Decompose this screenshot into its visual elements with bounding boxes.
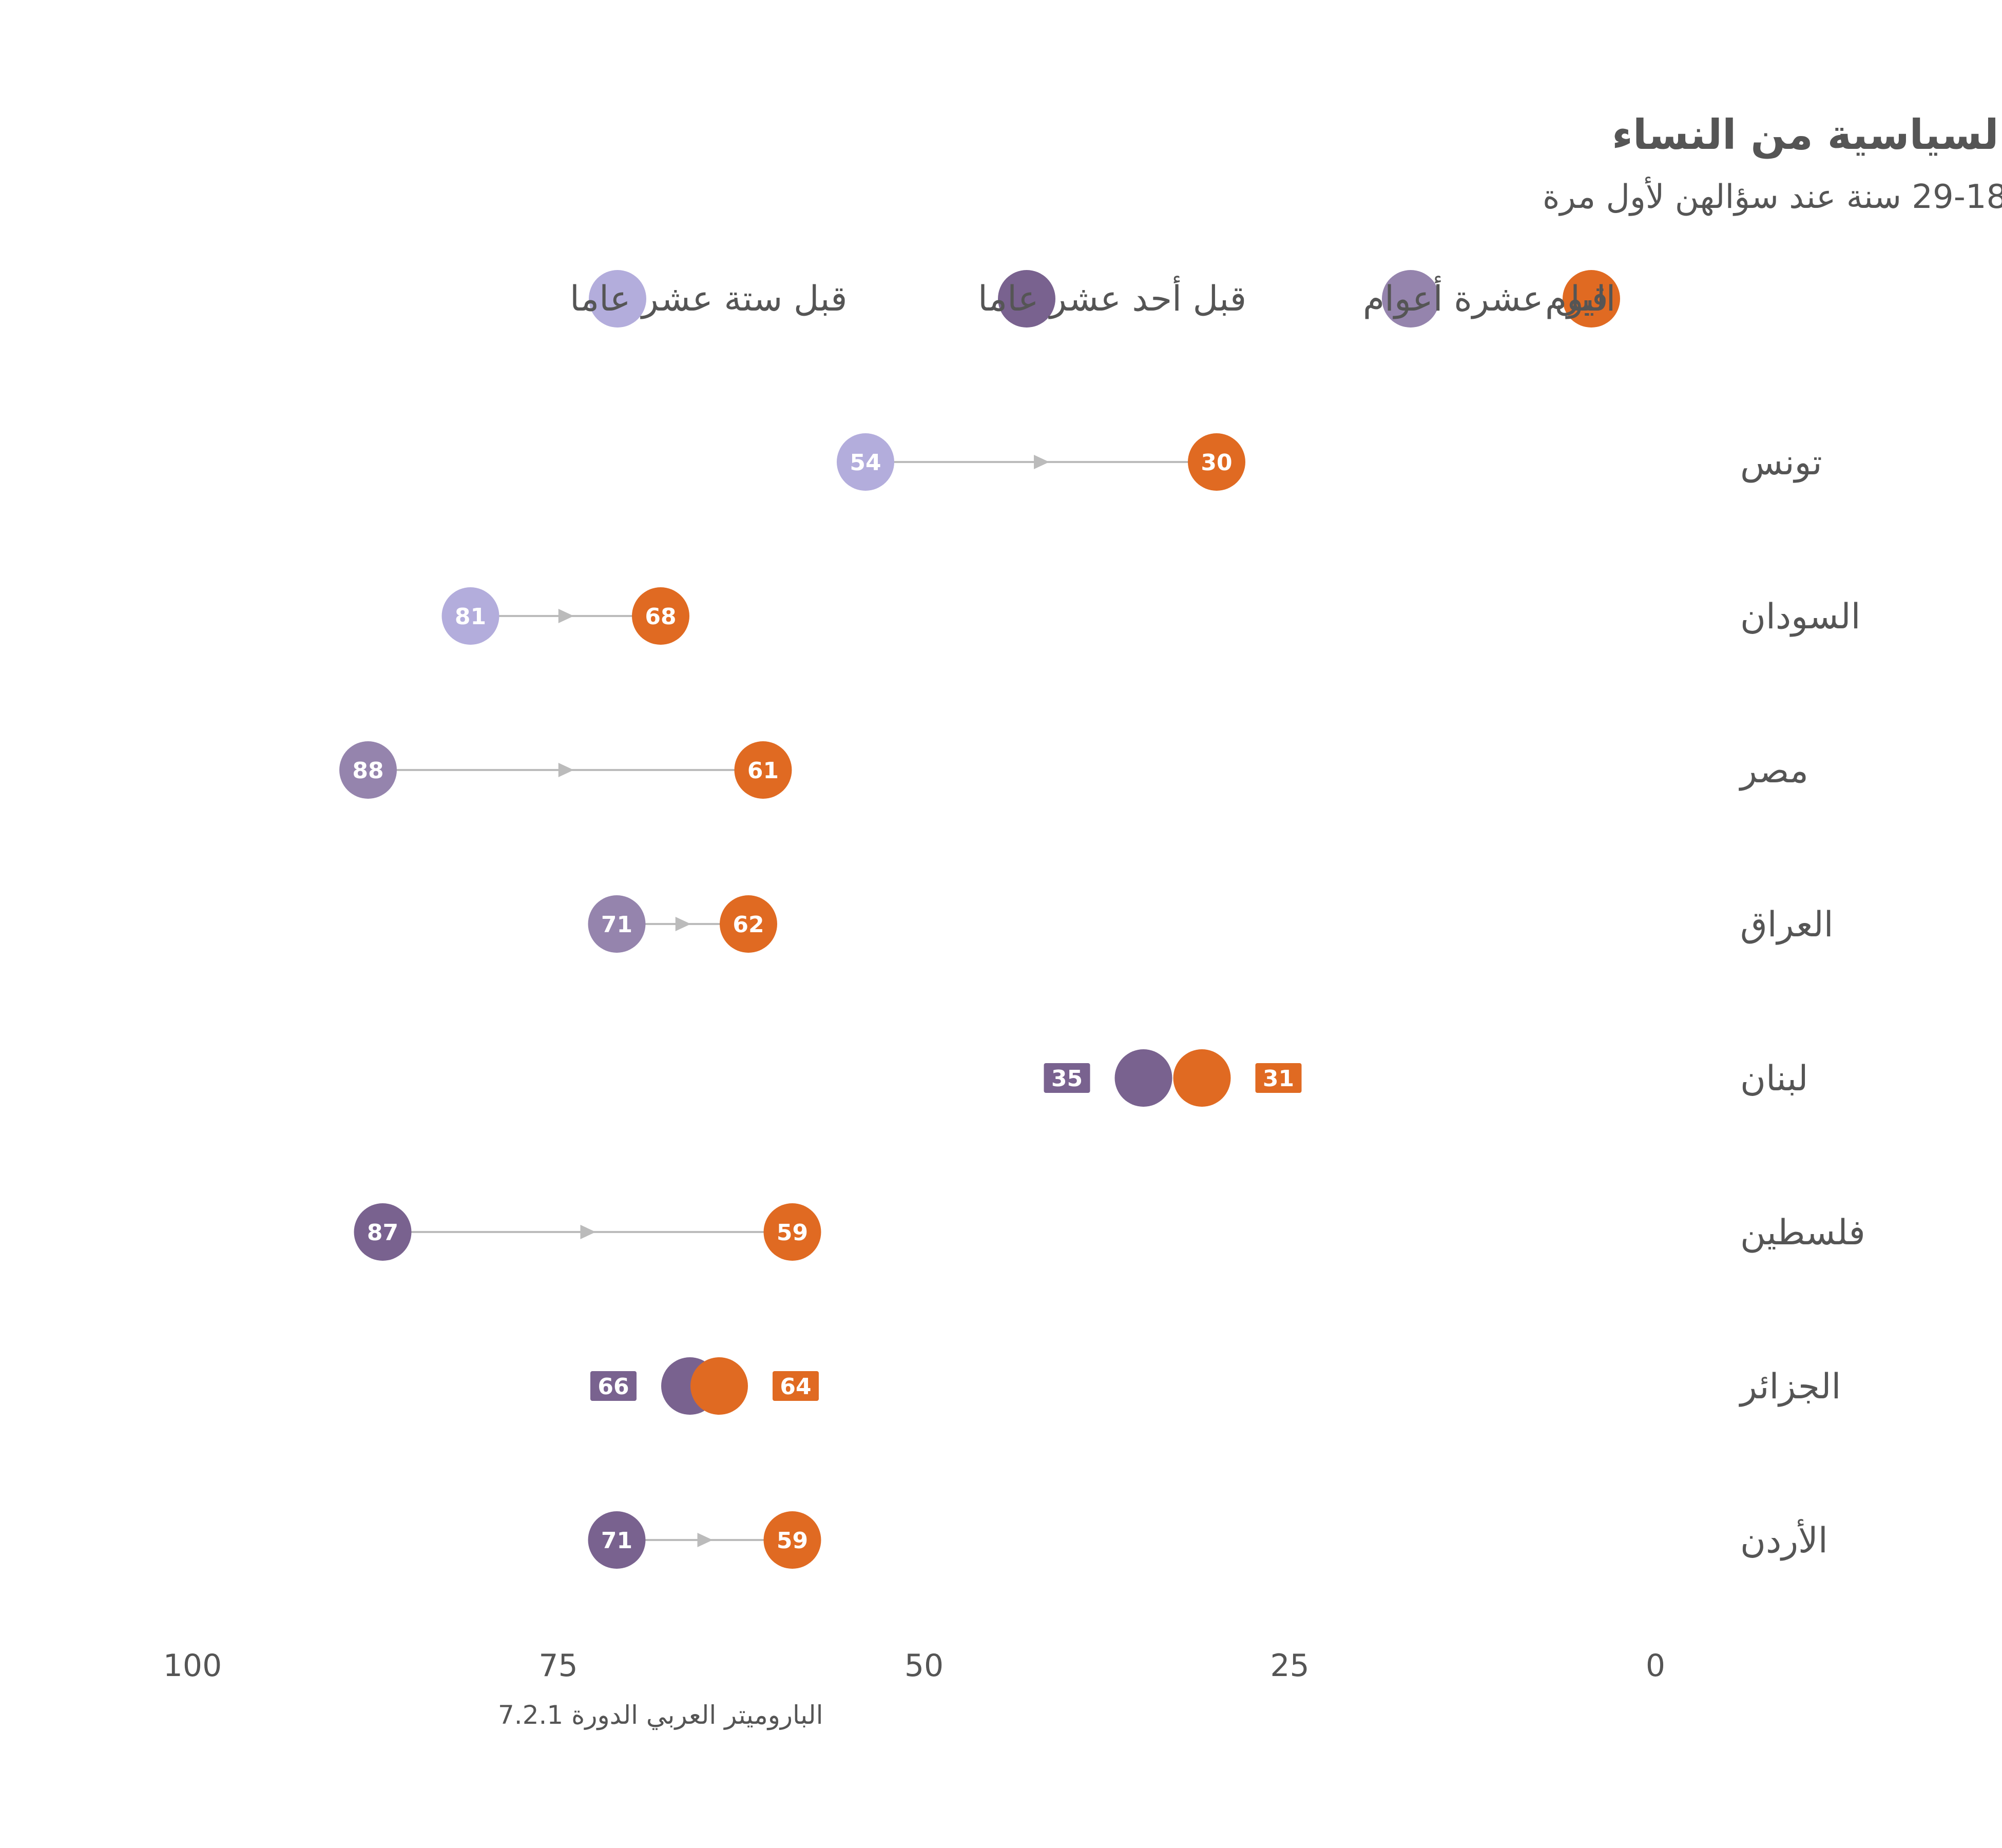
value-box-before (590, 1371, 637, 1401)
direction-arrow (558, 609, 574, 623)
dot-today (632, 587, 689, 645)
dot-today (763, 1203, 821, 1261)
dot-today (720, 895, 777, 953)
value-before: 66 (598, 1374, 629, 1400)
dot-before (588, 895, 646, 953)
value-today: 31 (1263, 1066, 1294, 1092)
value-before: 81 (455, 604, 486, 630)
value-before: 71 (601, 912, 632, 938)
direction-arrow (558, 763, 574, 777)
row-label: مصر (1739, 750, 1808, 791)
direction-arrow (1034, 455, 1049, 469)
chart-title: تغيّر في تأييد فكرة أن الرجال أفضل في ال… (1612, 108, 2002, 159)
value-before: 35 (1051, 1066, 1083, 1092)
legend-swatch-today (1563, 270, 1620, 328)
value-before: 71 (601, 1528, 632, 1554)
dot-today (734, 741, 792, 799)
value-today: 59 (777, 1220, 808, 1246)
legend-label-today: اليوم (1545, 279, 1615, 319)
row-label: فلسطين (1740, 1212, 1865, 1253)
marks: 54 30 81 68 88 61 71 62 35 31 87 59 66 64 71 59 (339, 433, 1302, 1569)
value-before: 88 (352, 758, 383, 784)
legend-label-ten_years: قبل عشرة أعوام (1363, 276, 1608, 319)
value-today: 30 (1201, 450, 1232, 476)
value-today: 61 (747, 758, 779, 784)
legend-label-eleven_years: قبل أحد عشر عاما (978, 276, 1246, 319)
dot-today (1173, 1049, 1231, 1107)
dot-before (588, 1511, 646, 1569)
dot-today (690, 1357, 748, 1415)
dot-before (441, 587, 499, 645)
legend-label-sixteen_years: قبل ستة عشر عاما (570, 279, 848, 319)
x-axis: 100 75 50 25 0 (163, 1648, 1665, 1684)
dot-before (354, 1203, 412, 1261)
dot-today (763, 1511, 821, 1569)
direction-arrow (580, 1225, 596, 1239)
value-before: 87 (367, 1220, 398, 1246)
legend-swatch-eleven_years (998, 270, 1055, 328)
row-labels: تونس السودان مصر العراق لبنان فلسطين الجزائر ال… (1739, 442, 1865, 1561)
legend-swatch-sixteen_years (589, 270, 646, 328)
dot-before (837, 433, 894, 491)
value-box-today (1255, 1063, 1302, 1093)
x-tick-label: 75 (538, 1648, 578, 1684)
value-box-today (773, 1371, 819, 1401)
row-label: العراق (1740, 904, 1834, 945)
x-tick-label: 50 (904, 1648, 944, 1684)
row-label: السودان (1740, 596, 1861, 637)
row-label: تونس (1740, 442, 1822, 483)
direction-arrow (697, 1533, 713, 1547)
value-before: 54 (850, 450, 881, 476)
dot-before (339, 741, 397, 799)
dot-before (1114, 1049, 1172, 1107)
value-today: 68 (645, 604, 676, 630)
value-today: 64 (780, 1374, 811, 1400)
source-note: الباروميتر العربي الدورة 7.2.1 (498, 1700, 823, 1730)
row-label: الجزائر (1739, 1366, 1841, 1407)
value-box-before (1044, 1063, 1090, 1093)
value-today: 62 (733, 912, 764, 938)
row-label: الأردن (1740, 1519, 1828, 1561)
dot-today (1188, 433, 1245, 491)
chart-subtitle: بين النساء اللواتي تراوحت أعمارهن بين 18… (1543, 175, 2002, 216)
value-today: 59 (777, 1528, 808, 1554)
x-tick-label: 0 (1646, 1648, 1665, 1684)
row-label: لبنان (1740, 1058, 1808, 1099)
direction-arrow (675, 917, 691, 931)
x-tick-label: 100 (163, 1648, 222, 1684)
legend-swatch-ten_years (1382, 270, 1439, 328)
x-tick-label: 25 (1270, 1648, 1309, 1684)
